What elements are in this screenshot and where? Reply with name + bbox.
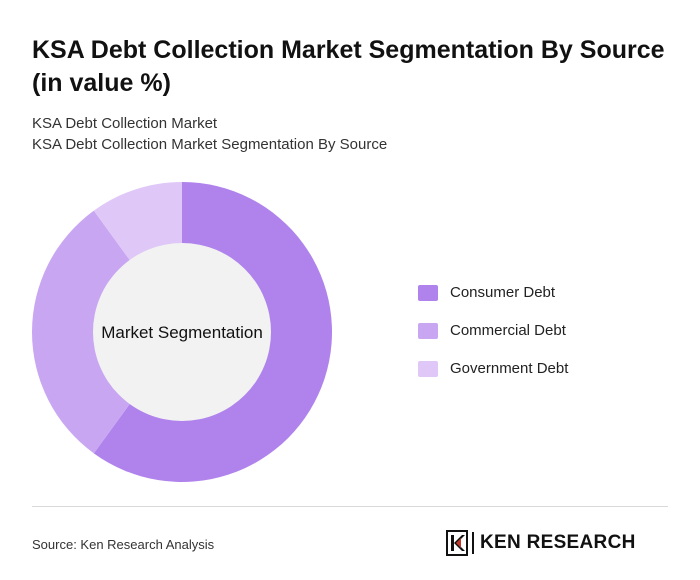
legend-item-consumer-debt: Consumer Debt	[418, 283, 568, 302]
chart-subtitle: KSA Debt Collection Market KSA Debt Coll…	[32, 113, 668, 155]
legend-label-commercial-debt: Commercial Debt	[450, 322, 566, 339]
legend-swatch-commercial-debt	[418, 322, 438, 339]
brand-name: KEN RESEARCH	[480, 532, 636, 553]
chart-title: KSA Debt Collection Market Segmentation …	[32, 36, 665, 97]
brand-logo: KEN RESEARCH	[446, 530, 636, 556]
donut-center	[93, 243, 271, 421]
legend-item-government-debt: Government Debt	[418, 359, 568, 378]
legend-label-government-debt: Government Debt	[450, 360, 569, 377]
subtitle-line-2: KSA Debt Collection Market Segmentation …	[32, 136, 388, 153]
legend-swatch-consumer-debt	[418, 284, 438, 301]
legend-label-consumer-debt: Consumer Debt	[450, 284, 556, 301]
subtitle-line-1: KSA Debt Collection Market	[32, 115, 218, 132]
chart-legend: Consumer Debt Commercial Debt Government…	[418, 283, 568, 397]
legend-swatch-government-debt	[418, 360, 438, 377]
legend-item-commercial-debt: Commercial Debt	[418, 321, 568, 340]
brand-separator	[472, 532, 474, 554]
donut-center-label: Market Segmentation	[101, 323, 263, 342]
footer-divider	[32, 506, 668, 507]
donut-chart: Market Segmentation	[31, 182, 332, 482]
source-note: Source: Ken Research Analysis	[32, 537, 215, 552]
ken-research-logo-icon	[446, 530, 468, 556]
